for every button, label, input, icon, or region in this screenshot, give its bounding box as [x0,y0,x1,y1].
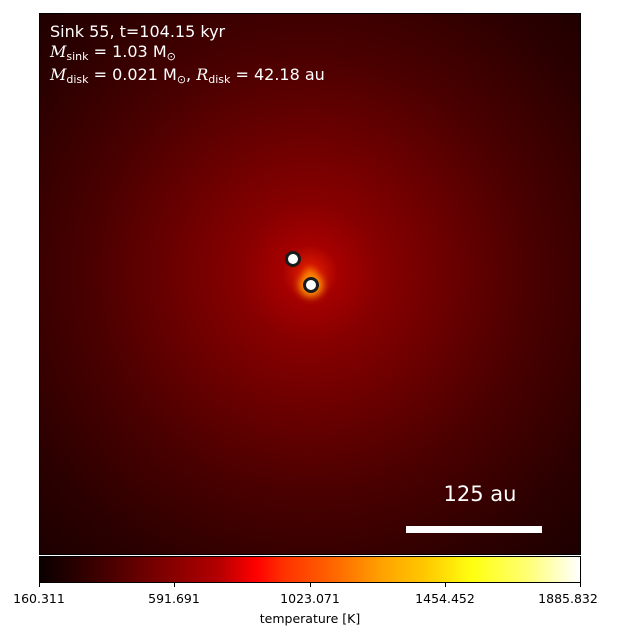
colorbar-tick [174,583,175,587]
sink-mass: Msink = 1.03 M⊙ [50,42,176,63]
disk-properties: Mdisk = 0.021 M⊙, Rdisk = 42.18 au [50,65,325,86]
colorbar-tick-label: 160.311 [13,591,65,606]
colorbar-tick [445,583,446,587]
colorbar-label: temperature [K] [259,611,361,626]
sink-title: Sink 55, t=104.15 kyr [50,22,226,41]
colorbar-tick-label: 591.691 [148,591,200,606]
scale-bar-label: 125 au [443,482,517,506]
temperature-map: Sink 55, t=104.15 kyr Msink = 1.03 M⊙ Md… [39,13,581,555]
colorbar-tick [580,583,581,587]
scale-bar [406,526,542,533]
colorbar-tick-label: 1023.071 [280,591,340,606]
colorbar-tick-label: 1885.832 [538,591,598,606]
colorbar-tick [39,583,40,587]
sink-marker [303,277,319,293]
colorbar [39,556,581,583]
colorbar-tick-label: 1454.452 [415,591,475,606]
sink-marker [285,251,301,267]
colorbar-tick [310,583,311,587]
